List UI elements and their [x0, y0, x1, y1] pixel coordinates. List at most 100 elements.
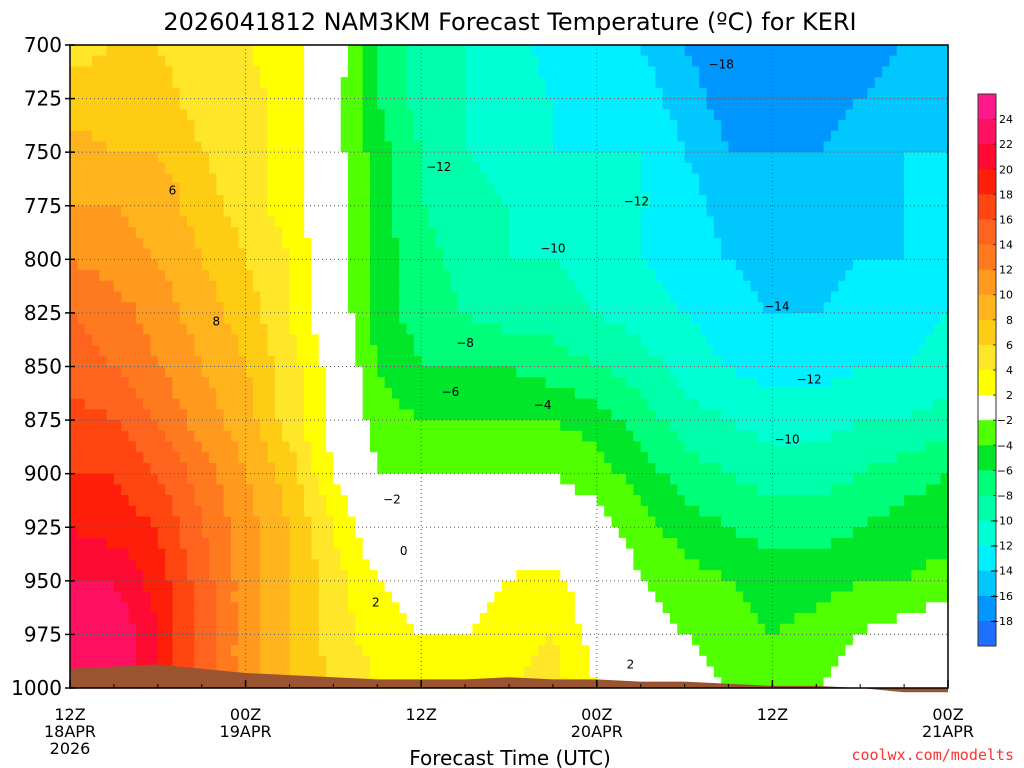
- temperature-cell: [933, 216, 942, 228]
- temperature-cell: [413, 462, 422, 475]
- temperature-cell: [443, 120, 452, 132]
- temperature-cell: [874, 248, 883, 260]
- temperature-cell: [113, 162, 122, 175]
- temperature-cell: [867, 66, 876, 78]
- temperature-cell: [538, 152, 547, 164]
- temperature-cell: [289, 484, 298, 496]
- temperature-cell: [384, 345, 393, 357]
- temperature-cell: [296, 398, 305, 410]
- temperature-cell: [333, 237, 342, 250]
- temperature-cell: [113, 462, 122, 475]
- temperature-cell: [940, 441, 949, 453]
- temperature-cell: [260, 409, 269, 421]
- temperature-cell: [194, 484, 203, 496]
- temperature-cell: [808, 162, 817, 175]
- temperature-cell: [187, 377, 195, 389]
- temperature-cell: [413, 141, 422, 153]
- temperature-cell: [845, 441, 854, 453]
- temperature-cell: [369, 87, 378, 100]
- temperature-cell: [743, 420, 752, 432]
- temperature-cell: [479, 109, 488, 121]
- temperature-cell: [516, 312, 525, 325]
- temperature-cell: [648, 120, 656, 132]
- temperature-cell: [340, 473, 349, 485]
- temperature-cell: [340, 409, 349, 421]
- temperature-cell: [413, 280, 422, 293]
- temperature-cell: [545, 227, 554, 239]
- temperature-cell: [377, 398, 386, 410]
- temperature-cell: [574, 398, 583, 410]
- temperature-cell: [874, 409, 883, 421]
- temperature-cell: [457, 452, 466, 464]
- temperature-cell: [845, 291, 854, 303]
- temperature-cell: [860, 334, 869, 346]
- temperature-cell: [735, 77, 744, 89]
- temperature-cell: [904, 409, 913, 421]
- temperature-cell: [516, 184, 525, 196]
- temperature-cell: [772, 409, 781, 421]
- temperature-cell: [655, 195, 664, 207]
- temperature-cell: [523, 152, 532, 164]
- temperature-cell: [596, 312, 605, 325]
- temperature-cell: [450, 248, 459, 260]
- temperature-cell: [348, 120, 356, 132]
- temperature-cell: [77, 398, 86, 410]
- temperature-cell: [421, 248, 430, 260]
- temperature-cell: [157, 452, 166, 464]
- temperature-cell: [311, 141, 320, 153]
- temperature-cell: [435, 195, 444, 207]
- temperature-cell: [882, 173, 891, 185]
- temperature-cell: [867, 45, 876, 57]
- temperature-cell: [84, 355, 93, 368]
- temperature-cell: [260, 98, 269, 110]
- temperature-cell: [443, 248, 452, 260]
- temperature-cell: [479, 420, 488, 432]
- temperature-cell: [706, 377, 715, 389]
- temperature-cell: [574, 302, 583, 314]
- temperature-cell: [399, 77, 408, 89]
- temperature-cell: [516, 366, 525, 378]
- temperature-cell: [194, 323, 203, 335]
- temperature-cell: [545, 302, 554, 314]
- temperature-cell: [918, 195, 927, 207]
- temperature-cell: [340, 205, 349, 218]
- temperature-cell: [567, 355, 576, 368]
- temperature-cell: [274, 130, 283, 143]
- temperature-cell: [567, 484, 576, 496]
- temperature-cell: [669, 237, 678, 250]
- temperature-cell: [772, 109, 781, 121]
- temperature-cell: [267, 237, 276, 250]
- temperature-cell: [472, 420, 481, 432]
- temperature-cell: [179, 302, 188, 314]
- temperature-cell: [816, 120, 825, 132]
- temperature-cell: [501, 162, 510, 175]
- temperature-cell: [223, 484, 232, 496]
- temperature-cell: [830, 280, 839, 293]
- temperature-cell: [611, 430, 620, 443]
- temperature-cell: [150, 184, 159, 196]
- temperature-cell: [648, 237, 656, 250]
- temperature-cell: [867, 473, 876, 485]
- temperature-cell: [684, 462, 693, 475]
- temperature-cell: [91, 55, 100, 68]
- temperature-cell: [333, 430, 342, 443]
- temperature-cell: [172, 398, 181, 410]
- temperature-cell: [84, 227, 93, 239]
- temperature-cell: [874, 130, 883, 143]
- temperature-cell: [201, 98, 210, 110]
- temperature-cell: [779, 398, 788, 410]
- temperature-cell: [896, 109, 905, 121]
- temperature-cell: [121, 152, 130, 164]
- temperature-cell: [135, 259, 144, 271]
- temperature-cell: [494, 98, 503, 110]
- temperature-cell: [128, 66, 137, 78]
- temperature-cell: [552, 377, 561, 389]
- temperature-cell: [706, 312, 715, 325]
- temperature-cell: [874, 259, 883, 271]
- temperature-cell: [574, 377, 583, 389]
- temperature-cell: [743, 430, 752, 443]
- temperature-cell: [867, 462, 876, 475]
- temperature-cell: [728, 195, 737, 207]
- temperature-cell: [765, 237, 773, 250]
- temperature-cell: [918, 248, 927, 260]
